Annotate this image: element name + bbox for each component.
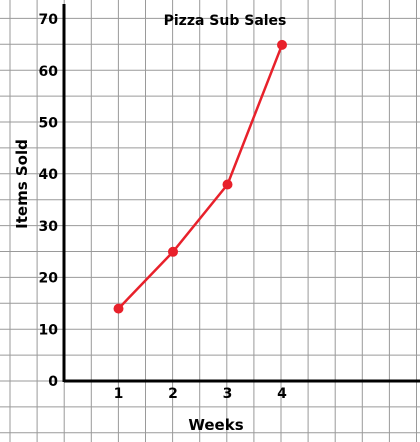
data-point: [277, 39, 287, 50]
data-point: [113, 303, 124, 314]
x-tick-label: 4: [277, 386, 287, 402]
y-tick-label: 60: [39, 64, 59, 80]
chart-title: Pizza Sub Sales: [164, 13, 287, 29]
x-tick-label: 2: [168, 386, 178, 402]
y-tick-labels: 0 10 20 30 40 50 60 70: [39, 12, 59, 390]
y-tick-label: 30: [39, 219, 59, 235]
data-point: [168, 246, 178, 257]
y-tick-label: 20: [39, 271, 59, 287]
data-point: [222, 179, 233, 190]
series-layer: [113, 39, 287, 314]
x-axis-title: Weeks: [188, 416, 243, 434]
y-axis-title: Items Sold: [13, 139, 31, 229]
y-tick-label: 0: [48, 374, 58, 390]
y-tick-label: 70: [39, 12, 59, 28]
y-tick-label: 40: [39, 167, 59, 183]
axes: [62, 4, 420, 383]
x-tick-label: 3: [223, 386, 233, 402]
series-line: [117, 44, 284, 310]
y-tick-label: 50: [39, 116, 59, 132]
x-tick-labels: 1 2 3 4: [114, 386, 288, 402]
y-tick-label: 10: [39, 322, 59, 338]
x-tick-label: 1: [114, 386, 124, 402]
